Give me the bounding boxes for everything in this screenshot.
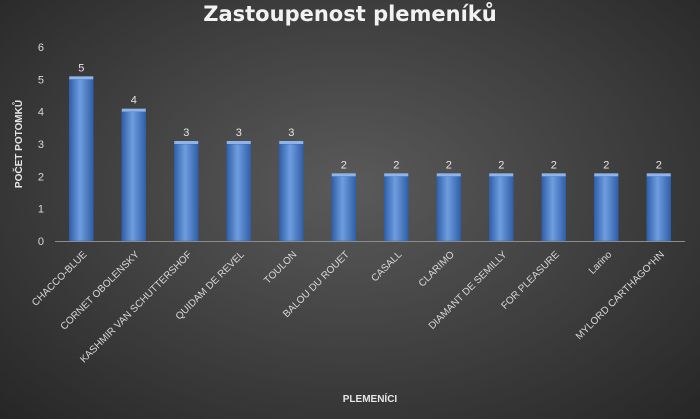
- x-tick-label: TOULON: [262, 249, 299, 286]
- bar-top: [436, 173, 461, 177]
- bar-top: [174, 141, 199, 144]
- data-label: 2: [393, 159, 399, 171]
- data-label: 5: [78, 62, 84, 74]
- x-tick-label: KASHMIR VAN SCHUTTERSHOF: [78, 249, 194, 365]
- data-label: 2: [656, 159, 662, 171]
- data-label: 3: [236, 127, 242, 139]
- bar: [279, 143, 304, 242]
- y-tick-label: 1: [38, 204, 44, 216]
- y-tick-label: 0: [38, 236, 44, 248]
- data-label: 2: [551, 159, 557, 171]
- bar-top: [69, 76, 94, 80]
- data-label: 2: [341, 159, 347, 171]
- bar-top: [226, 141, 251, 144]
- chart-title: Zastoupenost plemeníků: [203, 2, 497, 26]
- bar: [69, 79, 94, 242]
- bar-top: [279, 141, 304, 144]
- bar-top: [331, 173, 356, 177]
- bar: [594, 176, 619, 242]
- y-axis-ticks: 0 1 2 3 4 5 6: [38, 42, 44, 248]
- data-label: 3: [183, 127, 189, 139]
- y-axis-title: POČET POTOMKŮ: [11, 100, 25, 188]
- bar-top: [594, 173, 619, 177]
- x-axis-title: PLEMENÍCI: [343, 392, 398, 405]
- bar-top: [541, 173, 566, 177]
- x-tick-label: CHACCO-BLUE: [30, 249, 89, 308]
- x-tick-label: FOR PLEASURE: [499, 249, 562, 312]
- y-tick-label: 4: [38, 107, 44, 119]
- bars: 5 4 3 3 3 2 2 2 2 2 2 2: [69, 62, 671, 242]
- bar: [331, 176, 356, 242]
- data-label: 3: [288, 127, 294, 139]
- y-tick-label: 5: [38, 74, 44, 86]
- x-tick-label: MYLORD CARTHAGO*HN: [574, 249, 667, 342]
- bar: [174, 143, 199, 242]
- y-tick-label: 2: [38, 171, 44, 183]
- bar: [384, 176, 409, 242]
- bar: [541, 176, 566, 242]
- bar-top: [646, 173, 671, 177]
- data-label: 2: [603, 159, 609, 171]
- bar: [121, 111, 146, 242]
- x-tick-label: Larino: [587, 249, 615, 277]
- x-tick-label: CASALL: [369, 249, 404, 284]
- bar: [226, 143, 251, 242]
- data-label: 4: [131, 95, 137, 107]
- data-label: 2: [498, 159, 504, 171]
- bar-top: [384, 173, 409, 177]
- bar-top: [121, 108, 146, 112]
- bar: [436, 176, 461, 242]
- bar-top: [489, 173, 514, 177]
- y-tick-label: 3: [38, 139, 44, 151]
- x-tick-label: CLARIMO: [417, 249, 457, 289]
- bar: [489, 176, 514, 242]
- y-tick-label: 6: [38, 42, 44, 54]
- bar: [646, 176, 671, 242]
- data-label: 2: [446, 159, 452, 171]
